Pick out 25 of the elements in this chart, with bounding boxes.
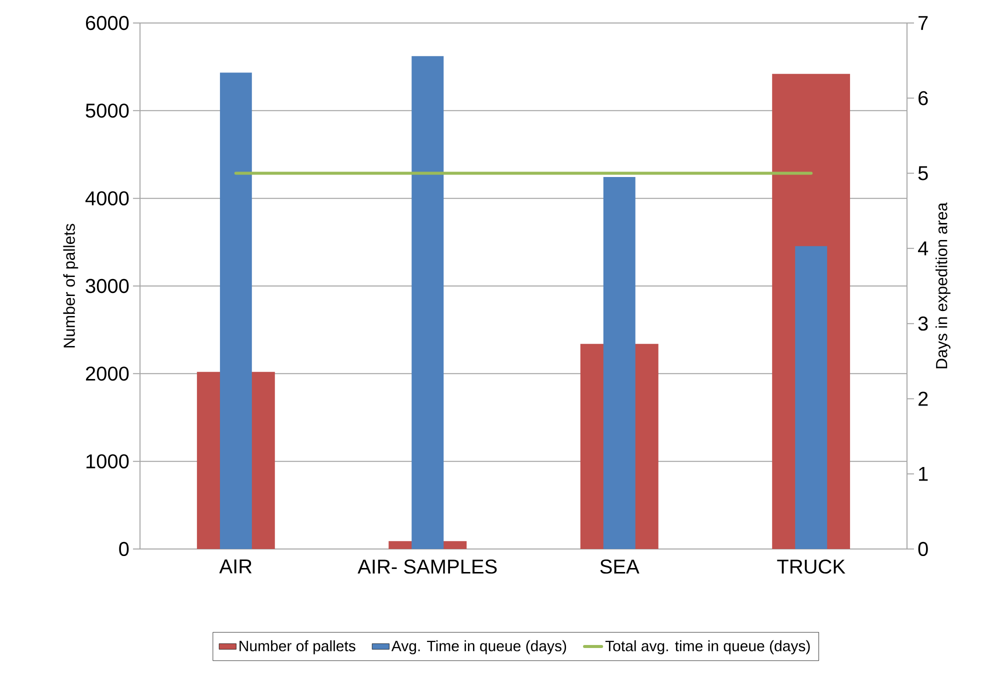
y-tick-label: 2000 [86,366,129,381]
legend-label: Total avg. time in queue (days) [605,640,810,654]
y2-tick-label: 5 [918,166,928,180]
y2-axis-title: Days in expedition area [936,202,950,368]
y2-tick-label: 2 [918,392,928,406]
y2-tick-label: 6 [918,91,928,106]
y-tick-label: 6000 [86,16,129,30]
y2-tick-label: 7 [918,16,928,30]
x-tick-label: SEA [600,560,640,574]
y-axis-title: Number of pallets [63,224,78,348]
y-tick-label: 4000 [85,191,129,206]
y2-tick-label: 4 [918,242,928,256]
y-tick-label: 1000 [86,454,129,468]
x-tick-label: AIR [219,560,252,574]
y-tick-label: 0 [119,542,129,556]
x-tick-label: TRUCK [777,560,846,574]
x-tick-label: AIR- SAMPLES [358,560,497,574]
y2-tick-label: 3 [918,316,928,331]
y2-tick-label: 0 [918,542,928,556]
legend-label: Number of pallets [240,640,356,654]
y-tick-label: 3000 [86,278,129,294]
y-tick-label: 5000 [86,104,129,118]
legend-label: Avg. Time in queue (days) [391,640,566,654]
y2-tick-label: 1 [919,466,928,481]
bar [795,246,828,549]
